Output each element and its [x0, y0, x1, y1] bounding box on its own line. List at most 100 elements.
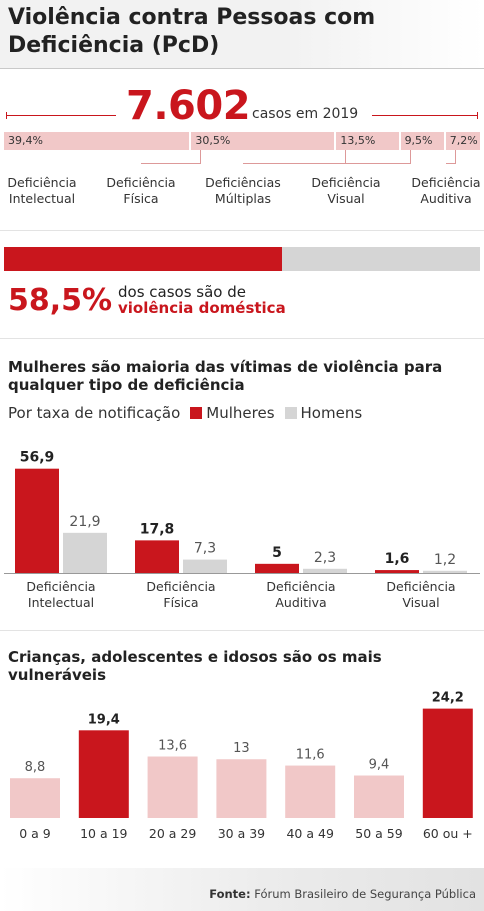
- value-label-men: 21,9: [69, 514, 100, 530]
- legend-swatch-men: [284, 407, 297, 419]
- total-line-left: [6, 115, 116, 116]
- total-cases-label: casos em 2019: [252, 106, 359, 122]
- distribution-segment: 7,2%: [445, 132, 480, 150]
- category-label: Deficiência: [386, 579, 455, 594]
- age-value-label: 11,6: [296, 748, 325, 763]
- domestic-violence-fill: [4, 247, 283, 271]
- age-value-label: 24,2: [432, 691, 464, 706]
- age-category-label: 0 a 9: [19, 826, 51, 841]
- bar-men: [63, 532, 107, 573]
- distribution-segment: 39,4%: [4, 132, 192, 150]
- distribution-bar: 39,4% 30,5% 13,5% 9,5% 7,2%: [4, 132, 480, 150]
- age-bar: [285, 765, 336, 818]
- distribution-percent: 9,5%: [404, 134, 433, 147]
- legend-women: Mulheres: [206, 404, 275, 422]
- bar-women: [255, 563, 299, 573]
- distribution-percent: 13,5%: [340, 134, 376, 147]
- distribution-category-line: Deficiência: [311, 175, 381, 190]
- legend-swatch-women: [190, 407, 203, 419]
- category-label: Deficiência: [26, 579, 95, 594]
- age-value-label: 13: [233, 741, 250, 756]
- category-label: Auditiva: [275, 595, 326, 610]
- age-bar: [78, 730, 129, 818]
- age-bar-chart: 8,8 0 a 9 19,4 10 a 19 13,6 20 a 29 13 30 a 39 1…: [10, 691, 473, 841]
- category-label: Intelectual: [28, 595, 94, 610]
- age-bar: [354, 775, 404, 818]
- domestic-violence-percent: 58,5%: [8, 283, 113, 318]
- distribution-connector: [243, 150, 347, 164]
- distribution-category-label: Deficiências Múltiplas: [193, 175, 293, 207]
- header-divider: [0, 68, 484, 69]
- category-label: Visual: [402, 595, 439, 610]
- value-label-men: 2,3: [314, 550, 336, 566]
- value-label-men: 1,2: [434, 552, 456, 568]
- page-title: Violência contra Pessoas com Deficiência…: [8, 5, 376, 58]
- age-bar: [10, 778, 60, 818]
- distribution-category-line: Múltiplas: [214, 191, 272, 206]
- age-category-label: 20 a 29: [149, 826, 196, 841]
- distribution-segment: 9,5%: [400, 132, 446, 150]
- section-divider: [0, 338, 484, 339]
- age-category-label: 10 a 19: [80, 826, 127, 841]
- distribution-category-line: Auditiva: [420, 191, 472, 206]
- source-text: Fórum Brasileiro de Segurança Pública: [254, 887, 476, 901]
- total-line-right: [372, 115, 478, 116]
- distribution-segment: 30,5%: [191, 132, 337, 150]
- distribution-segment: 13,5%: [336, 132, 401, 150]
- footer: Fonte: Fórum Brasileiro de Segurança Púb…: [0, 868, 484, 911]
- age-value-label: 8,8: [25, 760, 46, 775]
- distribution-category-line: Intelectual: [8, 191, 76, 206]
- distribution-connector: [141, 150, 202, 164]
- gender-chart-title: Mulheres são maioria das vítimas de viol…: [8, 358, 443, 394]
- gender-bar-chart: 56,921,9DeficiênciaIntelectual17,87,3Def…: [4, 450, 480, 610]
- distribution-category-label: Deficiência Auditiva: [396, 175, 484, 207]
- distribution-category-label: Deficiência Visual: [296, 175, 396, 207]
- domestic-violence-highlight: violência doméstica: [118, 299, 286, 317]
- value-label-women: 1,6: [385, 551, 410, 567]
- category-label: Deficiência: [146, 579, 215, 594]
- gender-chart-legend: Por taxa de notificação Mulheres Homens: [8, 404, 362, 422]
- age-value-label: 9,4: [369, 758, 390, 773]
- domestic-violence-bar: [4, 247, 480, 271]
- value-label-women: 56,9: [20, 450, 55, 466]
- source-credit: Fonte: Fórum Brasileiro de Segurança Púb…: [209, 887, 476, 901]
- bar-women: [135, 540, 179, 573]
- section-divider: [0, 630, 484, 631]
- total-tick-right: [477, 112, 478, 119]
- legend-prefix: Por taxa de notificação: [8, 404, 181, 422]
- distribution-category-line: Deficiências: [205, 175, 281, 190]
- age-value-label: 19,4: [88, 712, 120, 727]
- bar-men: [423, 570, 467, 573]
- section-divider: [0, 230, 484, 231]
- distribution-category-line: Deficiência: [411, 175, 481, 190]
- category-label: Física: [163, 595, 198, 610]
- value-label-women: 5: [272, 545, 282, 561]
- age-category-label: 60 ou +: [423, 826, 473, 841]
- legend-men: Homens: [300, 404, 363, 422]
- header: Violência contra Pessoas com Deficiência…: [0, 0, 484, 68]
- value-label-women: 17,8: [140, 521, 175, 537]
- distribution-category-line: Física: [123, 191, 159, 206]
- total-tick-left: [6, 112, 7, 119]
- age-bar: [147, 756, 198, 818]
- distribution-percent: 7,2%: [449, 134, 478, 147]
- age-category-label: 30 a 39: [218, 826, 265, 841]
- source-label: Fonte:: [209, 887, 251, 901]
- category-label: Deficiência: [266, 579, 335, 594]
- distribution-category-label: Deficiência Física: [91, 175, 191, 207]
- age-chart-title: Crianças, adolescentes e idosos são os m…: [8, 648, 382, 684]
- age-value-label: 13,6: [158, 739, 187, 754]
- distribution-category-label: Deficiência Intelectual: [0, 175, 92, 207]
- bar-men: [183, 559, 227, 573]
- bar-women: [375, 570, 419, 573]
- domestic-violence-text: dos casos são de: [118, 283, 246, 301]
- bar-women: [15, 468, 59, 573]
- distribution-percent: 39,4%: [8, 134, 43, 147]
- age-category-label: 50 a 59: [355, 826, 402, 841]
- distribution-connector: [346, 150, 411, 164]
- distribution-category-line: Deficiência: [7, 175, 77, 190]
- age-bar: [216, 759, 267, 818]
- age-bar: [422, 708, 473, 818]
- distribution-category-line: Visual: [327, 191, 365, 206]
- total-cases-number: 7.602: [126, 83, 251, 129]
